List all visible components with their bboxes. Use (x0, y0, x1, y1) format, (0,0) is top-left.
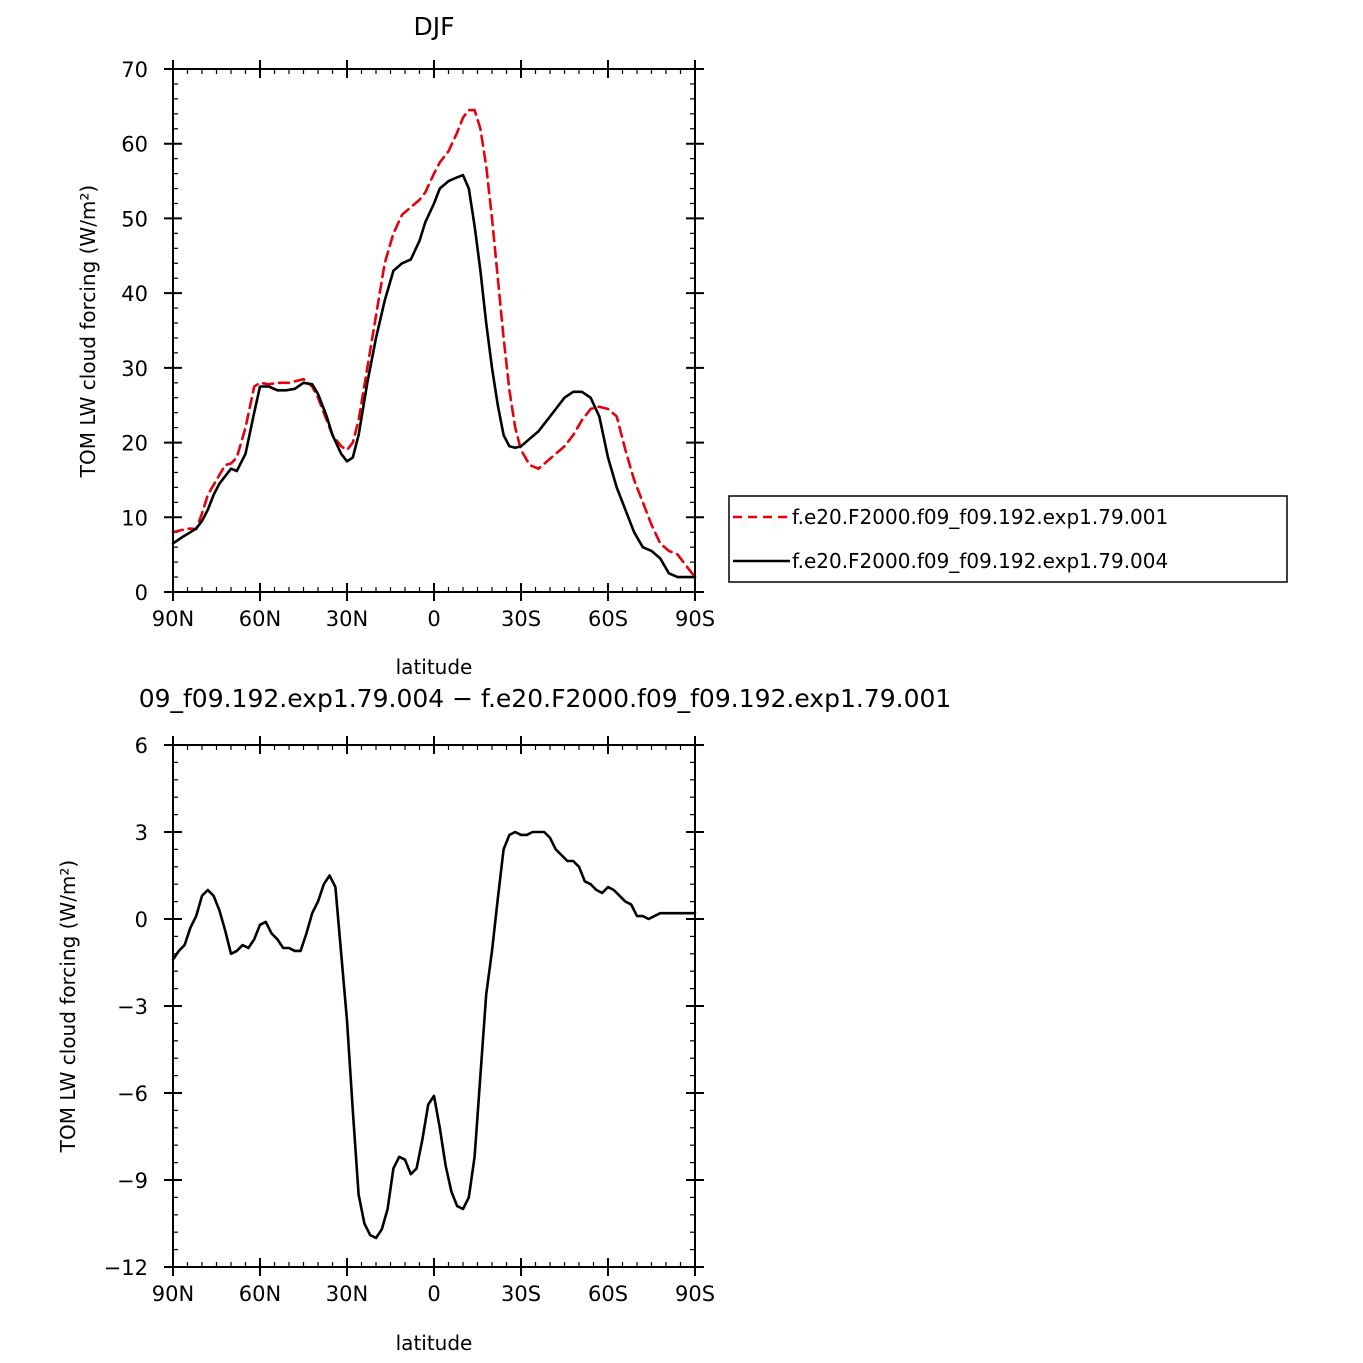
bottom-panel-y-tick-label: 6 (135, 734, 148, 758)
bottom-panel-ticks: 90N 60N 30N 0 30S 60S 90S −12 −9 −6 −3 0 3 6 (104, 734, 715, 1306)
bottom-panel-x-tick-label: 0 (427, 1282, 440, 1306)
top-panel-y-tick-label: 20 (121, 432, 148, 456)
top-panel-x-tick-label: 90N (152, 607, 194, 631)
top-panel-y-axis-label: TOM LW cloud forcing (W/m²) (76, 185, 100, 479)
bottom-panel-x-tick-label: 60S (588, 1282, 628, 1306)
top-panel-y-tick-label: 50 (121, 207, 148, 231)
bottom-panel-y-tick-label: 3 (135, 821, 148, 845)
bottom-panel-plot-frame (172, 744, 696, 1268)
top-panel: DJF TOM LW cloud forcing (W/m²) latitude… (76, 12, 1288, 679)
top-panel-ticks: 90N 60N 30N 0 30S 60S 90S 0 10 20 30 40 50 60 70 (121, 58, 715, 631)
bottom-panel-y-tick-label: 0 (135, 908, 148, 932)
top-panel-y-tick-label: 40 (121, 282, 148, 306)
top-panel-y-tick-label: 0 (135, 581, 148, 605)
bottom-panel-series (171, 830, 697, 1240)
bottom-panel-x-tick-label: 90S (675, 1282, 715, 1306)
bottom-panel-y-axis-label: TOM LW cloud forcing (W/m²) (56, 860, 80, 1154)
bottom-panel-y-tick-label: −12 (104, 1256, 148, 1280)
bottom-panel-x-tick-label: 60N (239, 1282, 281, 1306)
bottom-panel-title: 09_f09.192.exp1.79.004 − f.e20.F2000.f09… (139, 684, 952, 713)
top-panel-x-tick-label: 90S (675, 607, 715, 631)
bottom-panel-x-tick-label: 30N (326, 1282, 368, 1306)
top-panel-series-line-2 (171, 173, 697, 579)
bottom-panel-x-tick-label: 30S (501, 1282, 541, 1306)
legend-label-series-2: f.e20.F2000.f09_f09.192.exp1.79.004 (792, 549, 1168, 573)
top-panel-x-tick-label: 60S (588, 607, 628, 631)
bottom-panel-series-line-1 (171, 830, 697, 1240)
top-panel-plot-frame (172, 68, 696, 593)
top-panel-y-tick-label: 10 (121, 506, 148, 530)
legend-label-series-1: f.e20.F2000.f09_f09.192.exp1.79.001 (792, 505, 1168, 529)
bottom-panel-y-tick-label: −6 (117, 1082, 148, 1106)
top-panel-y-tick-label: 60 (121, 133, 148, 157)
top-panel-x-axis-label: latitude (396, 655, 473, 679)
top-panel-title: DJF (413, 12, 454, 41)
top-panel-x-tick-label: 0 (427, 607, 440, 631)
top-panel-y-tick-label: 70 (121, 58, 148, 82)
legend: f.e20.F2000.f09_f09.192.exp1.79.001 f.e2… (728, 495, 1288, 583)
top-panel-x-tick-label: 30S (501, 607, 541, 631)
top-panel-series (171, 108, 697, 579)
bottom-panel-y-tick-label: −9 (117, 1169, 148, 1193)
bottom-panel-x-axis-label: latitude (396, 1331, 473, 1355)
top-panel-x-tick-label: 30N (326, 607, 368, 631)
bottom-panel-x-tick-label: 90N (152, 1282, 194, 1306)
bottom-panel-y-tick-label: −3 (117, 995, 148, 1019)
top-panel-x-tick-label: 60N (239, 607, 281, 631)
top-panel-y-tick-label: 30 (121, 357, 148, 381)
bottom-panel: 09_f09.192.exp1.79.004 − f.e20.F2000.f09… (56, 684, 951, 1355)
legend-box (728, 495, 1288, 583)
top-panel-series-line-1 (171, 108, 697, 579)
